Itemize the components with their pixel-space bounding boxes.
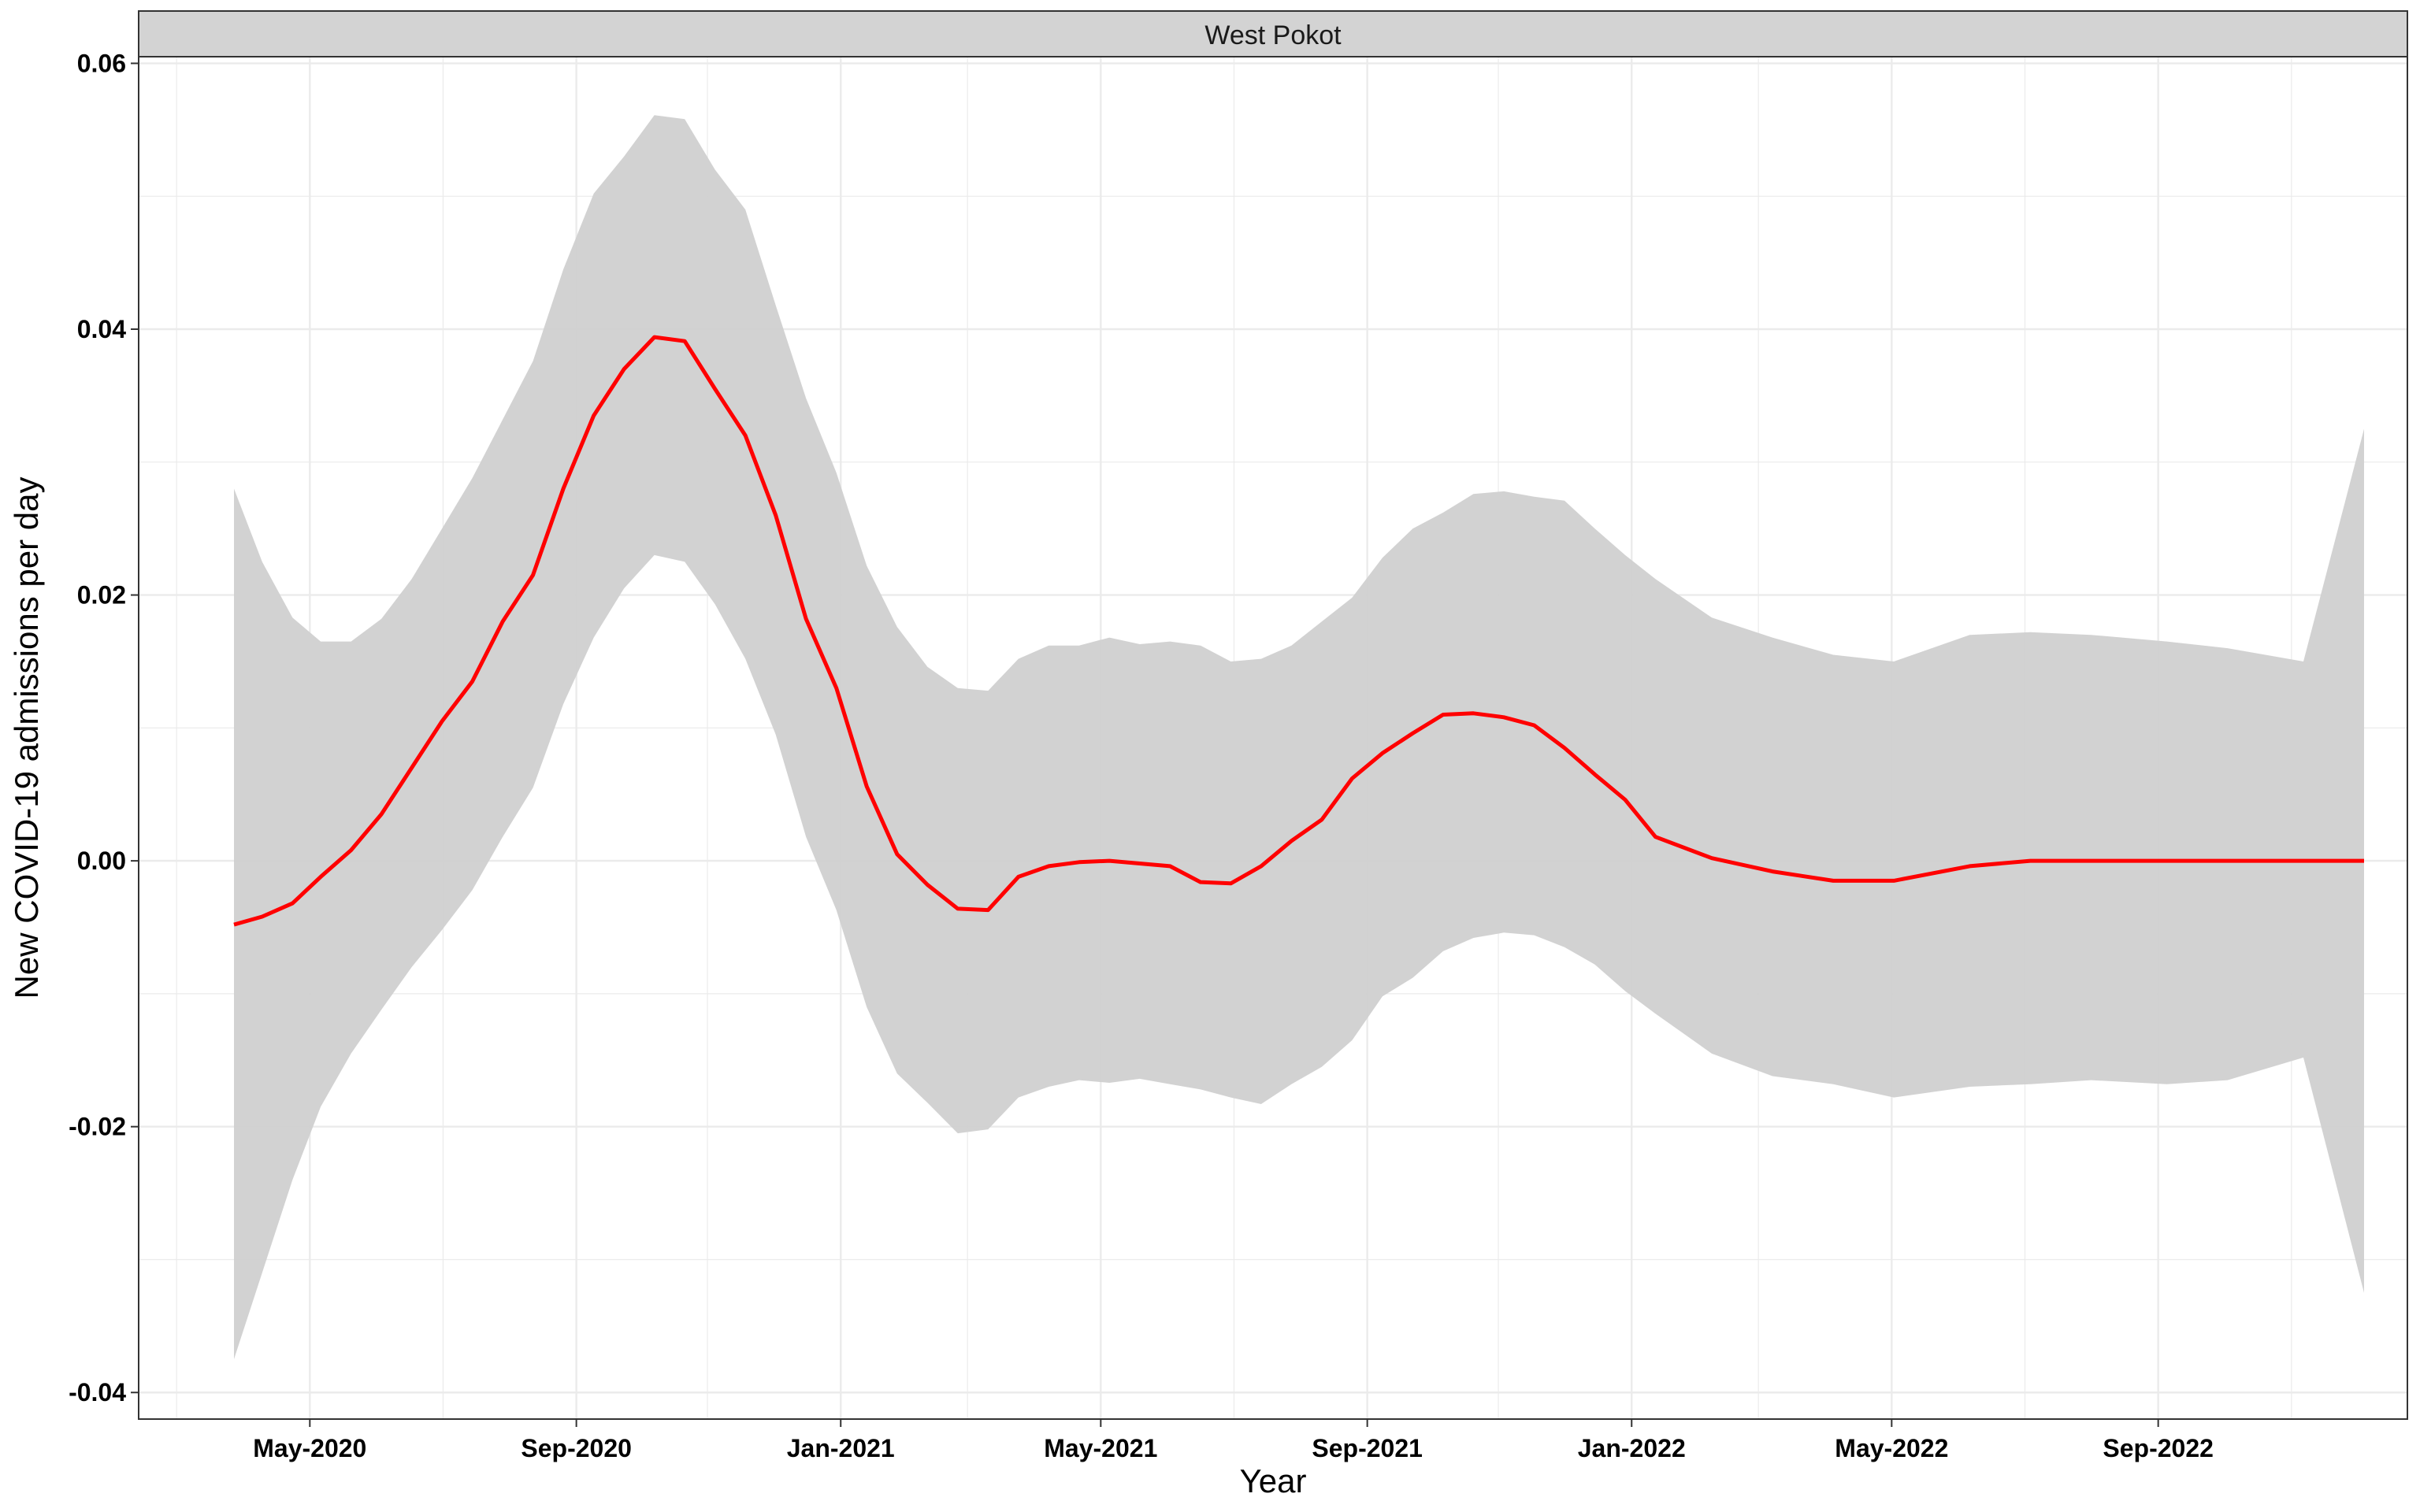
x-tick-label: Sep-2020	[521, 1434, 632, 1462]
y-axis: 0.06 0.04 0.02 0.00 -0.02 -0.04	[69, 49, 139, 1406]
y-tick-label: 0.02	[77, 581, 126, 610]
y-tick-label: -0.04	[69, 1378, 126, 1406]
x-tick-label: May-2022	[1835, 1434, 1948, 1462]
y-tick-label: -0.02	[69, 1113, 126, 1141]
facet-label: West Pokot	[1204, 20, 1342, 50]
x-axis-title: Year	[1240, 1462, 1307, 1499]
x-tick-label: Jan-2022	[1578, 1434, 1686, 1462]
y-tick-label: 0.04	[77, 315, 126, 343]
y-tick-label: 0.00	[77, 847, 126, 875]
facet-strip	[138, 10, 2408, 57]
x-tick-label: May-2020	[253, 1434, 366, 1462]
x-tick-label: Sep-2022	[2103, 1434, 2214, 1462]
plot-panel-border	[138, 56, 2408, 1420]
mean-line	[233, 335, 2364, 927]
confidence-ribbon	[234, 115, 2364, 1359]
y-tick-label: 0.06	[77, 49, 126, 77]
y-axis-title: New COVID-19 admissions per day	[8, 477, 45, 999]
x-tick-label: May-2021	[1044, 1434, 1157, 1462]
x-axis: May-2020 Sep-2020 Jan-2021 May-2021 Sep-2021…	[253, 1419, 2214, 1462]
x-tick-label: Sep-2021	[1312, 1434, 1423, 1462]
x-tick-label: Jan-2021	[787, 1434, 895, 1462]
